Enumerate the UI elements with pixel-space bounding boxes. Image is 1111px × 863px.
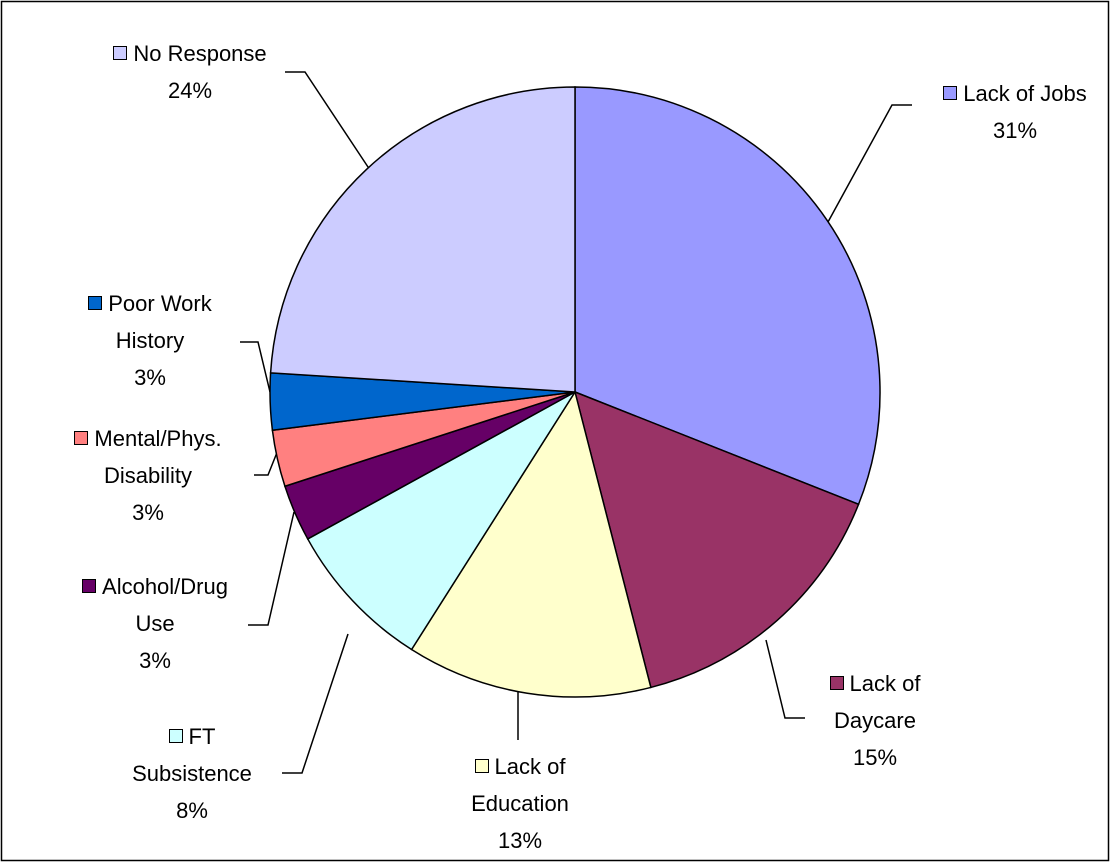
leader-line — [240, 341, 271, 393]
leader-line — [248, 511, 295, 626]
category-label: Lack of Daycare — [834, 671, 921, 733]
legend-entry: FT Subsistence — [117, 718, 267, 792]
category-label: Lack of Jobs — [963, 81, 1087, 106]
percent-label: 15% — [852, 745, 898, 770]
pie — [269, 86, 881, 698]
leader-line — [285, 71, 371, 171]
legend-entry: Poor Work History — [65, 285, 235, 359]
percent-label: 3% — [139, 648, 171, 673]
percent-label: 3% — [132, 500, 164, 525]
legend-swatch — [943, 86, 958, 100]
leader-line — [282, 633, 349, 774]
slice-label: Poor Work History 3% — [65, 285, 235, 396]
legend-entry: No Response — [65, 35, 315, 72]
slice-label: Lack of Education 13% — [430, 748, 610, 859]
category-label: Alcohol/Drug Use — [102, 574, 228, 636]
slice-label: Alcohol/Drug Use 3% — [60, 568, 250, 679]
category-label: Lack of Education — [471, 754, 569, 816]
legend-swatch — [88, 296, 103, 310]
category-label: Mental/Phys. Disability — [94, 426, 222, 488]
legend-swatch — [168, 729, 183, 743]
legend-entry: Lack of Education — [430, 748, 610, 822]
wedge — [269, 86, 576, 393]
legend-swatch — [82, 579, 97, 593]
category-label: Poor Work History — [108, 291, 212, 353]
category-label: FT Subsistence — [132, 724, 252, 786]
legend-swatch — [74, 431, 89, 445]
legend-entry: Lack of Jobs — [905, 75, 1111, 112]
legend-entry: Alcohol/Drug Use — [60, 568, 250, 642]
slice-label: FT Subsistence 8% — [117, 718, 267, 829]
legend-swatch — [474, 759, 489, 773]
percent-label: 8% — [176, 798, 208, 823]
legend-swatch — [829, 676, 844, 690]
wedge — [306, 391, 576, 651]
wedge — [574, 86, 881, 506]
legend-entry: Mental/Phys. Disability — [43, 420, 253, 494]
category-label: No Response — [133, 41, 267, 66]
wedge — [410, 390, 652, 698]
percent-label: 24% — [167, 78, 213, 103]
slice-label: Lack of Jobs 31% — [905, 75, 1111, 149]
percent-label: 31% — [992, 118, 1038, 143]
percent-label: 13% — [497, 828, 543, 853]
leader-line — [827, 104, 912, 223]
leader-lines — [240, 71, 912, 774]
wedge — [573, 390, 860, 689]
slice-label: Lack of Daycare 15% — [800, 665, 950, 776]
slice-label: Mental/Phys. Disability 3% — [43, 420, 253, 531]
slice-label: No Response 24% — [65, 35, 315, 109]
percent-label: 3% — [134, 365, 166, 390]
leader-line — [765, 639, 805, 719]
legend-entry: Lack of Daycare — [800, 665, 950, 739]
legend-swatch — [113, 46, 128, 60]
